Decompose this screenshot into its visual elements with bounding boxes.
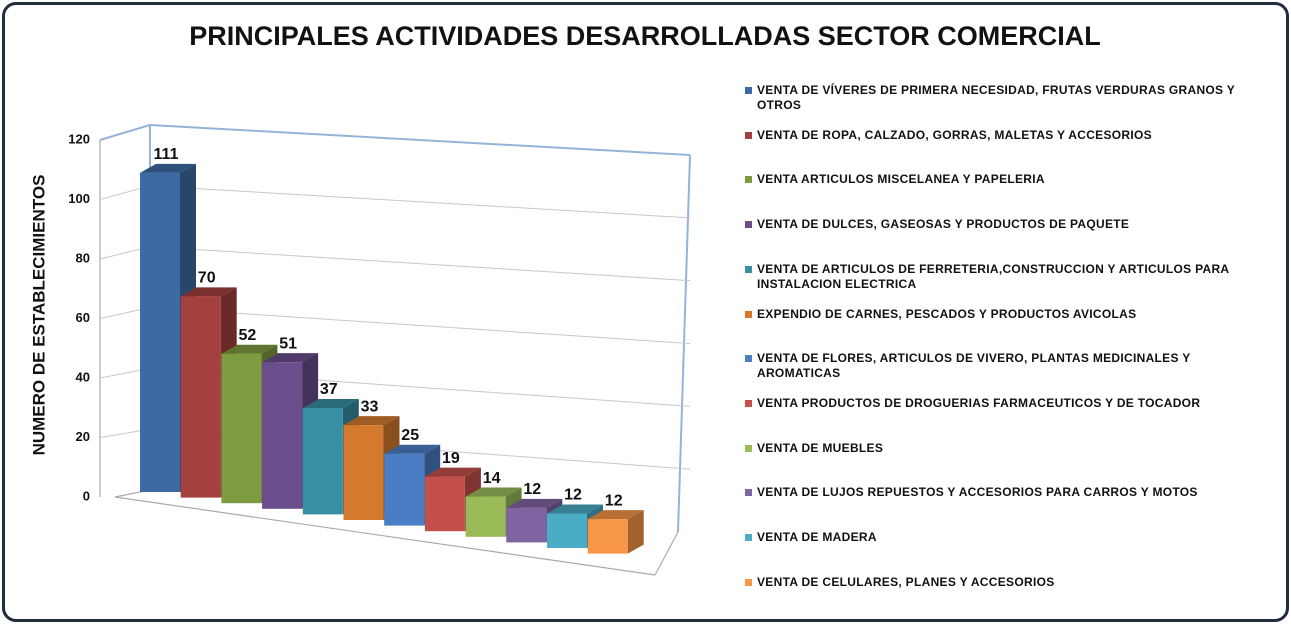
floor-edge — [654, 531, 679, 576]
bar — [465, 496, 506, 537]
legend-label: VENTA DE ROPA, CALZADO, GORRAS, MALETAS … — [757, 127, 1152, 142]
bar — [180, 296, 221, 498]
bar-side — [627, 510, 644, 554]
legend-label: VENTA PRODUCTOS DE DROGUERIAS FARMACEUTI… — [757, 395, 1201, 410]
value-label: 25 — [401, 427, 419, 444]
legend-item: VENTA DE ARTICULOS DE FERRETERIA,CONSTRU… — [745, 262, 1267, 292]
bar-top — [221, 344, 278, 354]
floor-edge — [114, 496, 656, 576]
legend-swatch — [745, 399, 752, 407]
value-label: 111 — [154, 146, 179, 163]
bar-top — [180, 287, 237, 297]
legend-item: VENTA DE MUEBLES — [745, 441, 1267, 456]
legend-item: VENTA PRODUCTOS DE DROGUERIAS FARMACEUTI… — [745, 396, 1267, 411]
legend-label: VENTA DE LUJOS REPUESTOS Y ACCESORIOS PA… — [757, 485, 1198, 500]
legend-label: VENTA DE FLORES, ARTICULOS DE VIVERO, PL… — [757, 351, 1191, 381]
legend-item: VENTA DE VÍVERES DE PRIMERA NECESIDAD, F… — [745, 83, 1267, 113]
value-label: 19 — [442, 450, 460, 467]
legend-item: VENTA DE MADERA — [745, 530, 1267, 545]
bar — [506, 507, 547, 543]
y-axis-label: NUMERO DE ESTABLECIMIENTOS — [29, 175, 48, 456]
bar — [140, 172, 180, 492]
grid-line — [149, 307, 691, 344]
legend-label: EXPENDIO DE CARNES, PESCADOS Y PRODUCTOS… — [757, 306, 1137, 321]
legend-item: EXPENDIO DE CARNES, PESCADOS Y PRODUCTOS… — [745, 307, 1267, 322]
wall-edge — [99, 124, 151, 141]
legend-label: VENTA DE MUEBLES — [757, 440, 884, 455]
bar-top — [384, 444, 441, 454]
bar — [262, 362, 303, 509]
legend-swatch — [745, 534, 752, 541]
legend-label: VENTA DE DULCES, GASEOSAS Y PRODUCTOS DE… — [757, 217, 1130, 232]
legend-label: VENTA DE ARTICULOS DE FERRETERIA,CONSTRU… — [757, 261, 1229, 291]
value-label: 12 — [564, 487, 582, 504]
y-tick-label: 80 — [76, 250, 90, 265]
bar-top — [587, 510, 644, 520]
legend-swatch — [745, 265, 752, 273]
y-tick-label: 120 — [68, 131, 90, 146]
legend-swatch — [745, 221, 752, 229]
bar — [547, 513, 587, 548]
value-label: 52 — [239, 327, 257, 344]
bar-top — [506, 498, 563, 508]
value-label: 37 — [320, 381, 338, 398]
wall-edge — [149, 124, 691, 156]
bar — [343, 425, 384, 520]
legend-swatch — [745, 355, 752, 363]
bar — [587, 519, 628, 554]
legend-swatch — [745, 578, 752, 586]
legend-swatch — [745, 489, 752, 497]
value-label: 51 — [279, 335, 297, 352]
legend-label: VENTA DE CELULARES, PLANES Y ACCESORIOS — [757, 574, 1055, 589]
bar — [384, 453, 425, 526]
legend-label: VENTA ARTICULOS MISCELANEA Y PAPELERIA — [757, 172, 1045, 187]
legend-item: VENTA DE ROPA, CALZADO, GORRAS, MALETAS … — [745, 128, 1267, 143]
legend-item: VENTA DE CELULARES, PLANES Y ACCESORIOS — [745, 575, 1267, 590]
value-label: 70 — [198, 270, 216, 287]
bar-top — [343, 416, 400, 426]
bar-top — [424, 467, 481, 477]
legend-item: VENTA DE LUJOS REPUESTOS Y ACCESORIOS PA… — [745, 485, 1267, 500]
bar-top — [302, 399, 359, 409]
y-tick-label: 0 — [83, 488, 90, 503]
legend-label: VENTA DE VÍVERES DE PRIMERA NECESIDAD, F… — [757, 83, 1235, 112]
y-tick-label: 100 — [68, 191, 90, 206]
y-tick-label: 40 — [76, 369, 90, 384]
value-label: 14 — [483, 470, 501, 487]
legend-swatch — [745, 87, 752, 94]
bar — [221, 353, 262, 504]
bar-top — [262, 353, 319, 363]
bar-top — [547, 504, 603, 514]
legend-swatch — [745, 131, 752, 139]
legend-swatch — [745, 310, 752, 318]
value-label: 33 — [361, 398, 379, 415]
value-label: 12 — [523, 481, 541, 498]
grid-line — [149, 185, 691, 219]
legend-item: VENTA ARTICULOS MISCELANEA Y PAPELERIA — [745, 172, 1267, 187]
bar — [424, 476, 465, 532]
legend-label: VENTA DE MADERA — [757, 530, 877, 544]
legend-swatch — [745, 176, 752, 184]
chart-title: PRINCIPALES ACTIVIDADES DESARROLLADAS SE… — [189, 21, 1101, 51]
legend-item: VENTA DE FLORES, ARTICULOS DE VIVERO, PL… — [745, 351, 1267, 381]
bar-top — [140, 163, 196, 173]
bar — [302, 408, 343, 515]
y-tick-label: 60 — [76, 310, 90, 325]
bar-top — [465, 487, 522, 497]
y-tick-label: 20 — [76, 429, 90, 444]
grid-line — [149, 246, 691, 282]
value-label: 12 — [605, 492, 623, 509]
legend-item: VENTA DE DULCES, GASEOSAS Y PRODUCTOS DE… — [745, 217, 1267, 232]
legend-swatch — [745, 444, 752, 452]
